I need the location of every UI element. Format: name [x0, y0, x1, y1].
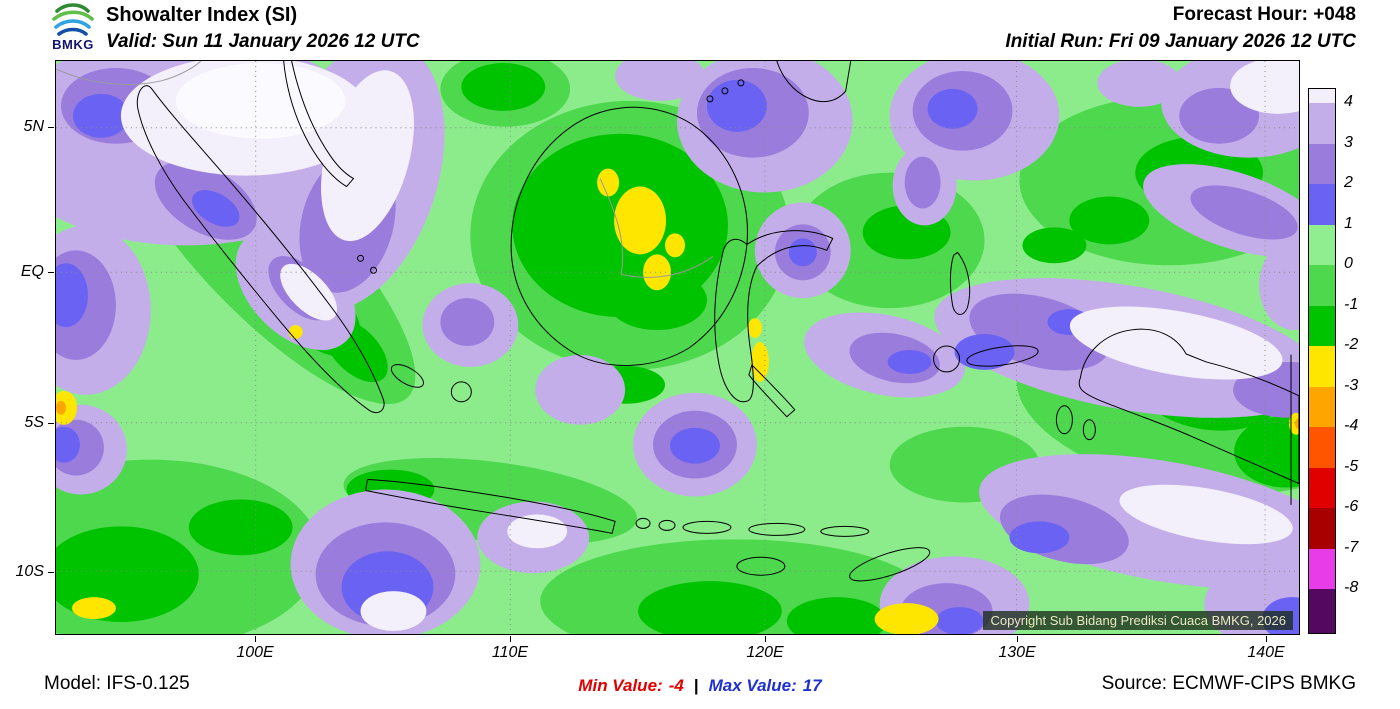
lon-label-120e: 120E — [746, 644, 784, 661]
island-timor — [849, 547, 931, 582]
legend-tick-label: -3 — [1344, 377, 1359, 394]
border-kalimantan — [599, 178, 714, 278]
legend-swatch — [1309, 305, 1335, 346]
min-max-separator: | — [693, 676, 699, 695]
y-axis-tick — [48, 127, 54, 128]
coastlines — [56, 61, 1299, 582]
legend-tick-label: -8 — [1344, 579, 1359, 596]
island-flores — [748, 522, 806, 536]
legend-swatch — [1309, 89, 1335, 103]
legend-tick-label: 1 — [1344, 215, 1353, 232]
legend-swatch — [1309, 589, 1335, 633]
lon-label-130e: 130E — [998, 644, 1036, 661]
lat-label-5s: 5S — [24, 414, 44, 431]
x-axis-tick — [1266, 636, 1267, 642]
min-value-label: Min Value: — [578, 676, 663, 695]
lat-label-10s: 10S — [15, 563, 44, 580]
legend-tick-label: 3 — [1344, 134, 1353, 151]
legend-tick-label: -6 — [1344, 498, 1359, 515]
copyright-overlay: Copyright Sub Bidang Prediksi Cuaca BMKG… — [983, 611, 1293, 630]
coastline-malay-peninsula — [283, 61, 355, 188]
legend-swatch — [1309, 184, 1335, 225]
coastline-halmahera — [949, 251, 971, 315]
legend-swatch — [1309, 548, 1335, 589]
island-buru — [933, 345, 961, 373]
lat-label-eq: EQ — [20, 263, 44, 280]
legend-swatch — [1309, 224, 1335, 265]
lon-label-100e: 100E — [236, 644, 274, 661]
legend-swatch — [1309, 103, 1335, 144]
x-axis-tick — [255, 636, 256, 642]
legend-swatch — [1309, 467, 1335, 508]
coastline-borneo — [510, 106, 748, 366]
page-title: Showalter Index (SI) — [106, 4, 298, 26]
min-value: -4 — [668, 676, 684, 695]
island-sumba — [736, 556, 786, 576]
coastline-sumatra — [136, 85, 385, 414]
coastline-sulawesi-se-arm — [748, 364, 796, 418]
graticule — [56, 61, 1299, 634]
island-aru — [1082, 419, 1096, 441]
legend-tick-label: -2 — [1344, 336, 1359, 353]
legend-tick-label: 2 — [1344, 174, 1353, 191]
x-axis-tick — [765, 636, 766, 642]
island-seram — [966, 345, 1039, 367]
coastline-mainland-asia — [56, 61, 202, 85]
model-label: Model: IFS-0.125 — [44, 673, 190, 694]
coastline-sulawesi — [714, 230, 834, 403]
forecast-hour: Forecast Hour: +048 — [1172, 4, 1356, 25]
x-axis-tick — [510, 636, 511, 642]
min-max-values: Min Value: -4 | Max Value: 17 — [578, 676, 821, 696]
legend-tick-label: 0 — [1344, 255, 1353, 272]
x-axis-tick — [1017, 636, 1018, 642]
legend-swatch — [1309, 265, 1335, 306]
lon-label-110e: 110E — [491, 644, 529, 661]
y-axis-tick — [48, 272, 54, 273]
legend-tick-label: -1 — [1344, 296, 1359, 313]
bmkg-logo-graphic — [52, 3, 94, 36]
map-frame: Copyright Sub Bidang Prediksi Cuaca BMKG… — [55, 60, 1300, 635]
max-value-label: Max Value: — [708, 676, 797, 695]
coastline-mindanao — [776, 61, 852, 103]
island-bangka — [390, 364, 425, 388]
lat-label-5n: 5N — [23, 118, 44, 135]
lon-label-140e: 140E — [1247, 644, 1285, 661]
max-value: 17 — [802, 676, 822, 695]
si-map-canvas — [56, 61, 1299, 634]
legend-tick-label: -7 — [1344, 539, 1359, 556]
island-kei — [1055, 405, 1073, 435]
coastline-java — [365, 479, 616, 534]
y-axis-tick — [48, 423, 54, 424]
legend-swatch — [1309, 386, 1335, 427]
legend-swatch — [1309, 346, 1335, 387]
island-alor — [820, 525, 870, 537]
island-bali — [635, 517, 651, 529]
source-label: Source: ECMWF-CIPS BMKG — [1101, 673, 1356, 694]
legend-swatch — [1309, 508, 1335, 549]
island-lombok — [658, 519, 676, 531]
initial-run: Initial Run: Fri 09 January 2026 12 UTC — [1005, 31, 1356, 52]
legend-swatch — [1309, 427, 1335, 468]
legend-tick-label: 4 — [1344, 93, 1353, 110]
legend-tick-label: -5 — [1344, 458, 1359, 475]
legend-colorbar — [1308, 88, 1336, 634]
legend-swatch — [1309, 143, 1335, 184]
si-field-purple-systems — [56, 61, 1299, 634]
coastline-new-guinea — [1078, 328, 1299, 485]
island-belitung — [450, 381, 472, 403]
bmkg-logo-text: BMKG — [52, 37, 94, 52]
island-sumbawa — [682, 520, 732, 534]
legend-tick-label: -4 — [1344, 417, 1359, 434]
bmkg-logo: BMKG — [44, 2, 102, 58]
valid-time: Valid: Sun 11 January 2026 12 UTC — [106, 31, 420, 52]
y-axis-tick — [48, 572, 54, 573]
